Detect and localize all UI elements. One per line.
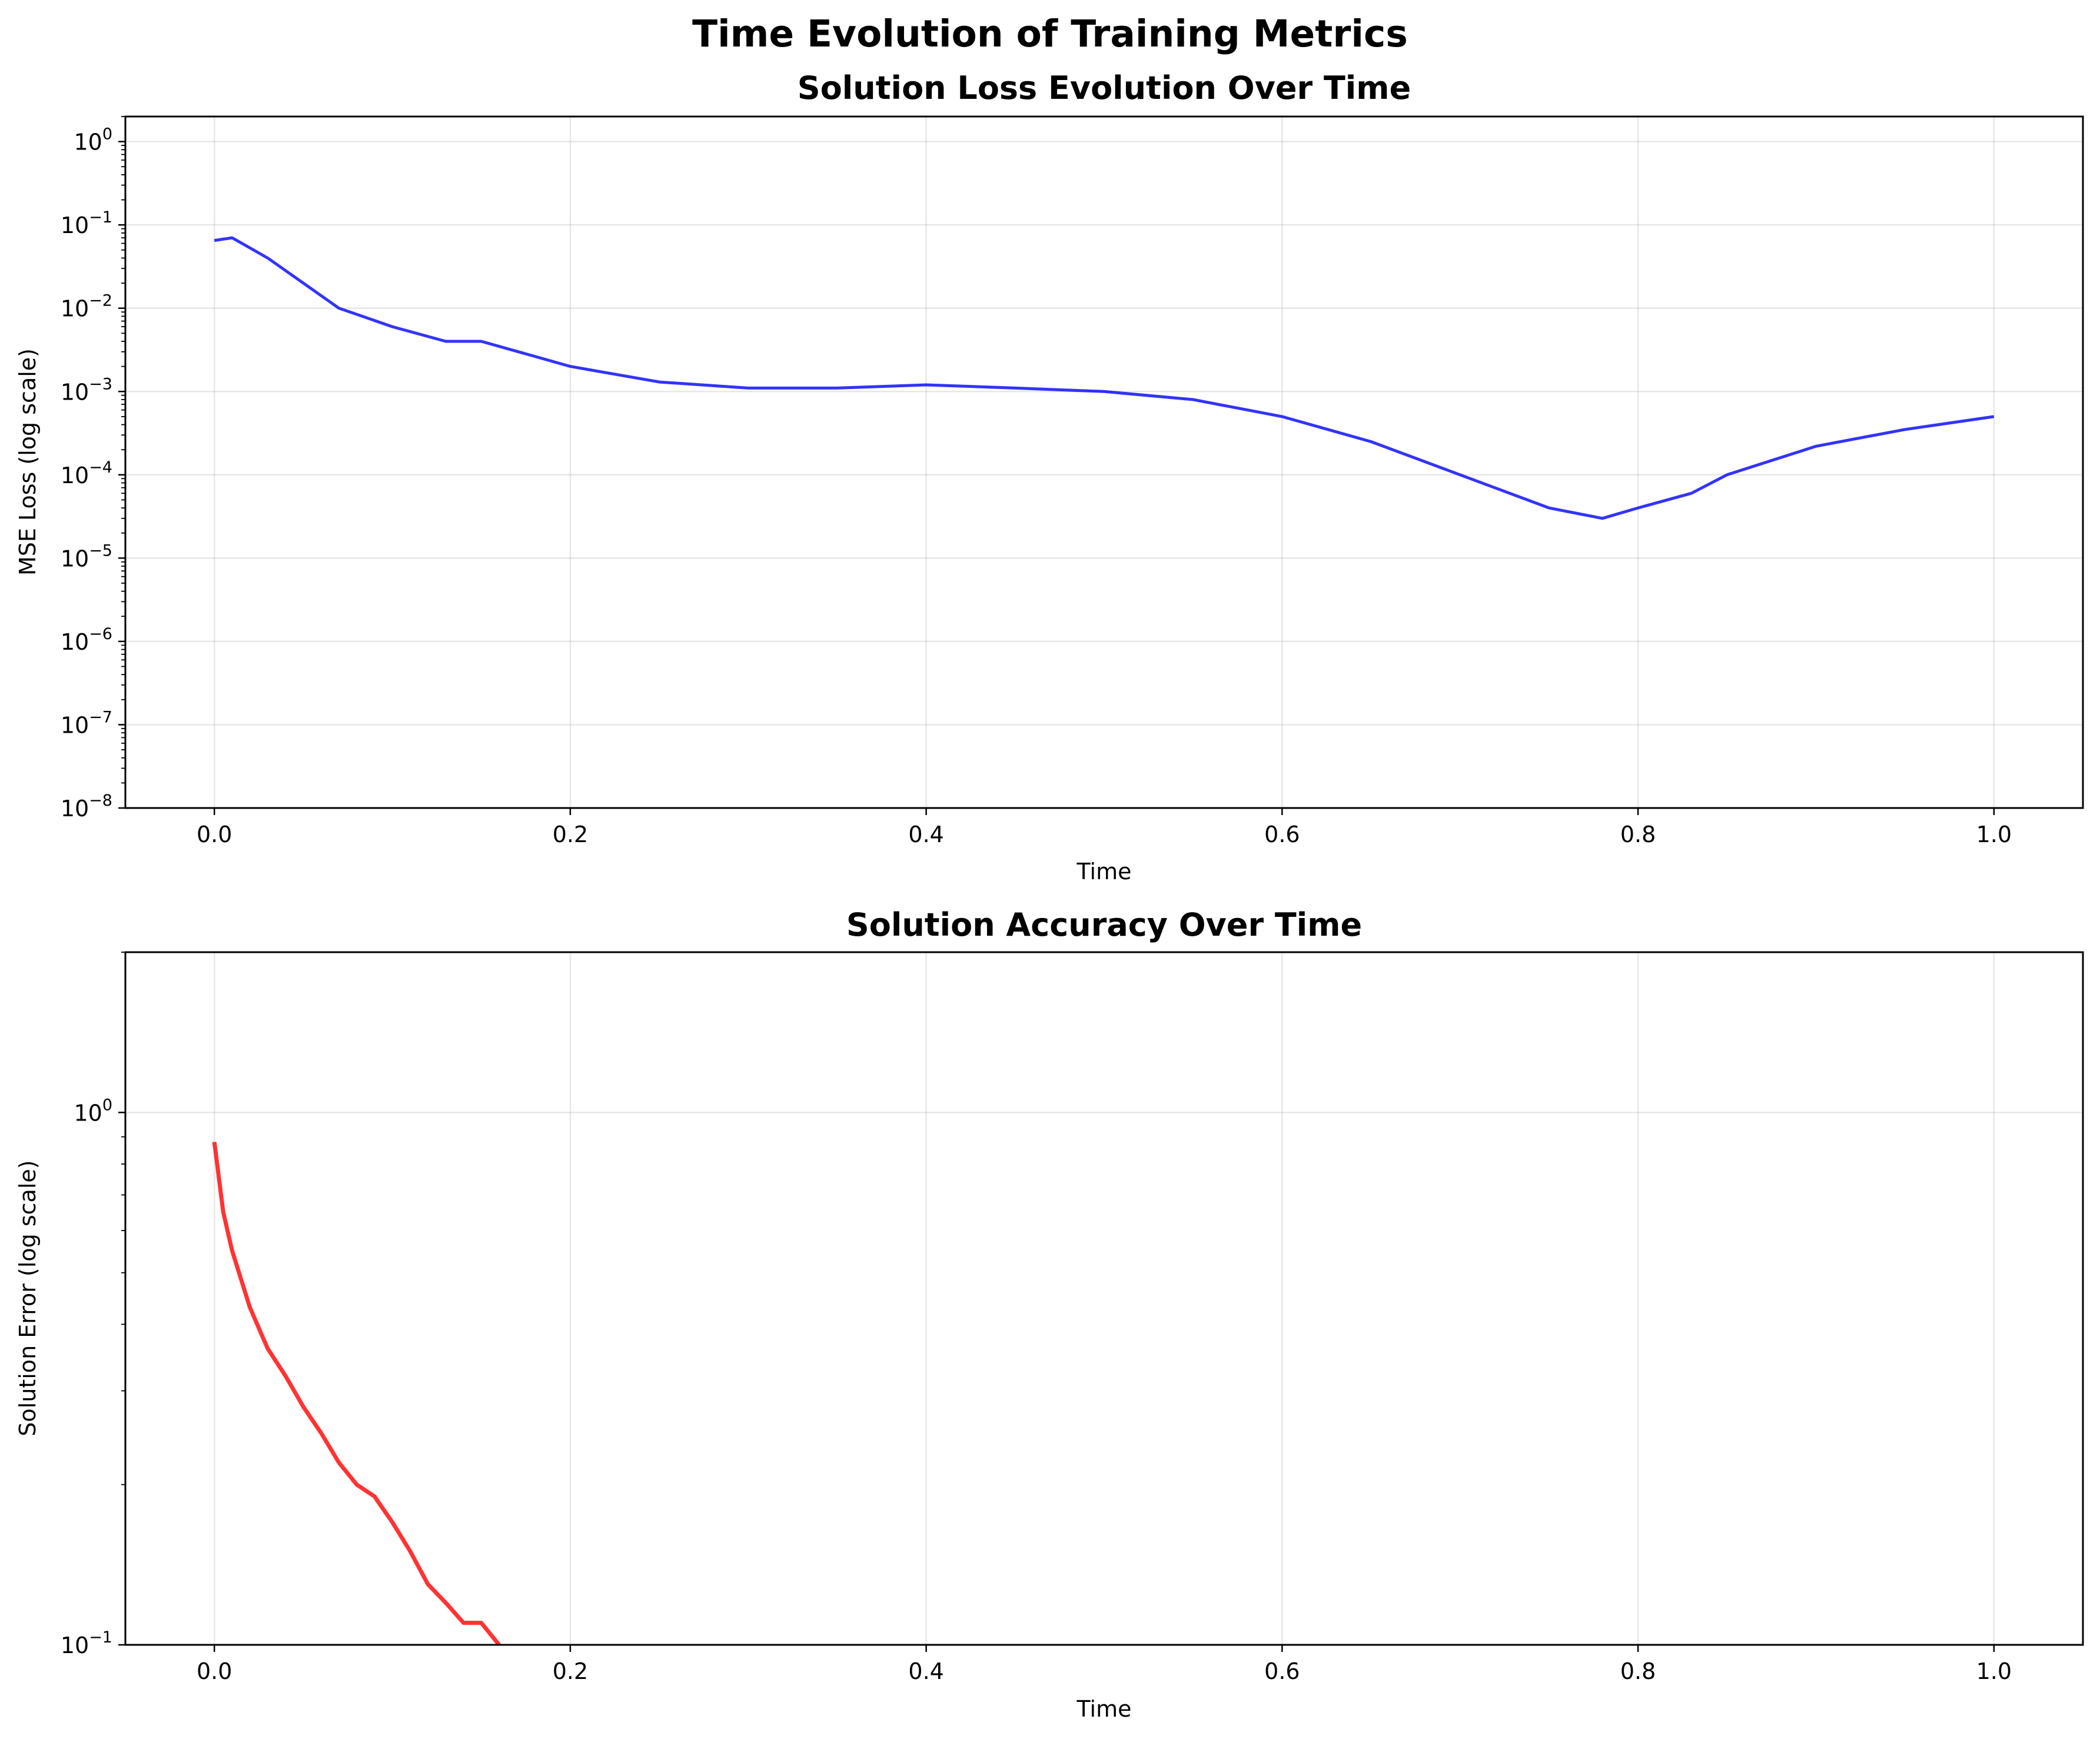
loss-y-axis-label: MSE Loss (log scale) xyxy=(15,348,41,576)
loss-y-tick-label: 10−8 xyxy=(61,792,112,822)
loss-y-tick-exp: −5 xyxy=(89,541,112,560)
loss-x-tick-label: 0.8 xyxy=(1620,822,1656,847)
loss-y-tick-exp: −2 xyxy=(89,292,112,310)
loss-y-tick-label: 100 xyxy=(74,125,112,155)
loss-series-line xyxy=(214,236,1995,520)
loss-panel-title: Solution Loss Evolution Over Time xyxy=(798,69,1411,107)
loss-y-tick-base: 10 xyxy=(61,463,89,488)
loss-y-tick-label: 10−4 xyxy=(61,458,112,488)
accuracy-panel: Solution Accuracy Over Time 0.0 0.2 0.4 0.6… xyxy=(15,906,2084,1722)
loss-y-tick-label: 10−6 xyxy=(61,625,112,655)
loss-y-tick-exp: −4 xyxy=(89,458,112,477)
loss-y-tick-base: 10 xyxy=(61,212,89,238)
loss-y-tick-label: 10−1 xyxy=(61,208,112,238)
loss-x-tick-label: 1.0 xyxy=(1976,822,2012,847)
accuracy-x-axis-label: Time xyxy=(1076,1696,1132,1722)
loss-y-tick-label: 10−7 xyxy=(61,708,112,738)
loss-x-tick-label: 0.2 xyxy=(553,822,588,847)
accuracy-x-tick-label: 0.6 xyxy=(1264,1658,1300,1684)
figure-suptitle: Time Evolution of Training Metrics xyxy=(692,12,1408,55)
loss-y-tick-exp: −8 xyxy=(89,792,112,810)
accuracy-series-line xyxy=(212,1142,501,1645)
accuracy-x-tick-label: 0.4 xyxy=(908,1658,943,1684)
loss-grid xyxy=(125,117,2083,809)
loss-y-tick-exp: −6 xyxy=(89,625,112,643)
accuracy-y-axis-label: Solution Error (log scale) xyxy=(15,1160,41,1436)
loss-y-tick-base: 10 xyxy=(61,796,89,822)
accuracy-plot-frame xyxy=(124,951,2084,1646)
loss-y-tick-exp: 0 xyxy=(102,125,112,144)
loss-y-tick-label: 10−3 xyxy=(61,375,112,405)
loss-ticks: 0.0 0.2 0.4 0.6 0.8 1.010010−110−210−310−410−… xyxy=(61,125,2012,847)
loss-y-tick-exp: −1 xyxy=(89,208,112,227)
accuracy-y-tick-base: 10 xyxy=(74,1100,102,1126)
accuracy-y-tick-exp: −1 xyxy=(89,1628,112,1647)
accuracy-x-tick-label: 1.0 xyxy=(1976,1658,2012,1684)
accuracy-y-tick-label: 100 xyxy=(74,1096,112,1126)
loss-x-tick-label: 0.4 xyxy=(908,822,943,847)
loss-y-tick-exp: −7 xyxy=(89,708,112,726)
loss-y-tick-exp: −3 xyxy=(89,375,112,393)
loss-panel: Solution Loss Evolution Over Time 0.0 0.2… xyxy=(15,69,2084,885)
accuracy-x-tick-label: 0.0 xyxy=(197,1658,232,1684)
accuracy-panel-title: Solution Accuracy Over Time xyxy=(846,906,1362,943)
loss-x-tick-label: 0.0 xyxy=(197,822,232,847)
loss-y-tick-base: 10 xyxy=(61,629,89,655)
accuracy-y-tick-exp: 0 xyxy=(102,1096,112,1114)
accuracy-y-tick-base: 10 xyxy=(61,1632,89,1658)
loss-y-tick-base: 10 xyxy=(61,296,89,322)
loss-y-tick-base: 10 xyxy=(61,379,89,405)
loss-y-tick-base: 10 xyxy=(74,129,102,155)
loss-y-tick-label: 10−2 xyxy=(61,292,112,322)
loss-y-tick-base: 10 xyxy=(61,546,89,571)
loss-series-layer xyxy=(214,236,1995,520)
accuracy-x-tick-label: 0.8 xyxy=(1620,1658,1656,1684)
accuracy-series-layer xyxy=(212,1142,501,1645)
loss-y-tick-label: 10−5 xyxy=(61,541,112,571)
loss-plot-frame xyxy=(124,115,2084,809)
accuracy-x-tick-label: 0.2 xyxy=(553,1658,588,1684)
accuracy-y-tick-label: 10−1 xyxy=(61,1628,112,1658)
loss-x-tick-label: 0.6 xyxy=(1264,822,1300,847)
accuracy-grid xyxy=(125,952,2083,1646)
loss-x-axis-label: Time xyxy=(1076,859,1132,885)
loss-y-tick-base: 10 xyxy=(61,712,89,738)
